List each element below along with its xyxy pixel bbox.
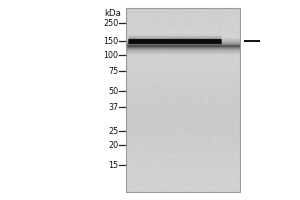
Text: 50: 50 bbox=[108, 87, 118, 96]
Text: kDa: kDa bbox=[105, 9, 122, 18]
Text: 150: 150 bbox=[103, 36, 118, 46]
Text: 37: 37 bbox=[108, 102, 118, 112]
Text: 250: 250 bbox=[103, 19, 118, 27]
Text: 20: 20 bbox=[108, 140, 118, 149]
Bar bbox=[126, 8, 240, 192]
Text: 75: 75 bbox=[108, 66, 118, 75]
Text: 15: 15 bbox=[108, 160, 118, 169]
Text: 25: 25 bbox=[108, 127, 118, 136]
Text: 100: 100 bbox=[103, 50, 118, 60]
